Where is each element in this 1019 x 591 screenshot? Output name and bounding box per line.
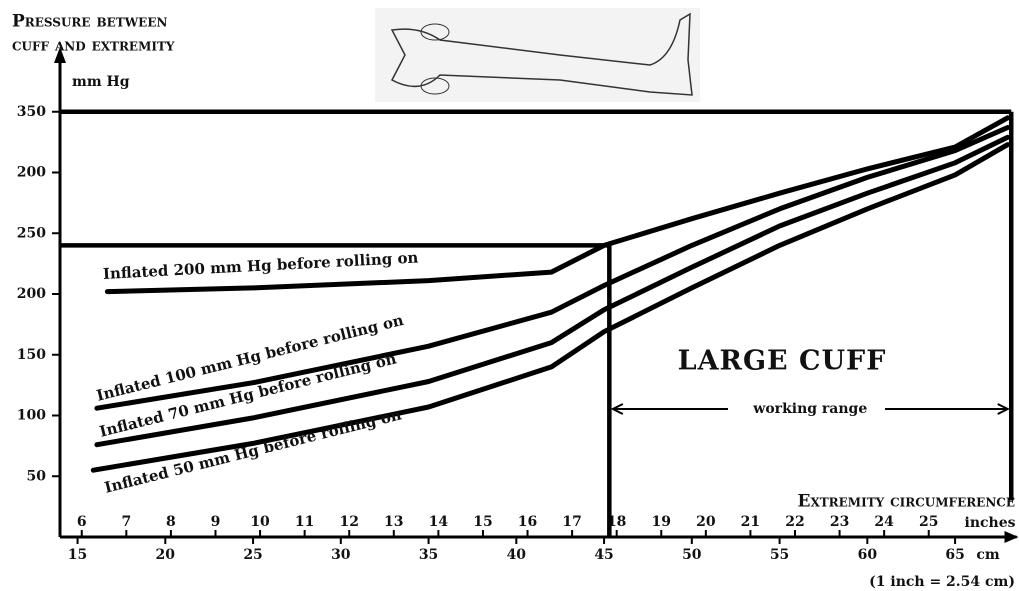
x2-tick-label: 23 [830,514,849,530]
x2-tick-label: 18 [607,514,626,530]
x2-tick-label: 8 [166,514,176,530]
y-tick-label: 150 [17,347,46,363]
x2-tick-label: 12 [339,514,358,530]
y-tick-label: 100 [17,408,46,424]
x2-tick-label: 6 [77,514,87,530]
x-axis-arrow [1004,531,1019,543]
x2-tick-label: 15 [473,514,492,530]
y-tick-label: 350 [17,104,46,120]
x2-tick-label: 10 [250,514,270,530]
x2-tick-label: 19 [652,514,671,530]
x-tick-label: 65 [945,547,964,563]
cuff-sketch [420,23,450,41]
x2-tick-label: 7 [121,514,131,530]
x-tick-label: 15 [68,547,87,563]
x-tick-label: 50 [682,547,702,563]
x2-tick-label: 9 [211,514,221,530]
x-tick-label: 40 [507,547,527,563]
series-line [104,115,1011,295]
series-line [90,142,1011,473]
range-label: working range [752,401,867,417]
conversion-note: (1 inch = 2.54 cm) [869,574,1015,590]
x2-unit: inches [965,515,1016,531]
cuff-sketch [420,77,450,95]
x-tick-label: 55 [770,547,789,563]
x2-tick-label: 25 [919,514,938,530]
x-unit: cm [976,547,1000,563]
x2-tick-label: 11 [295,514,314,530]
x2-tick-label: 22 [785,514,804,530]
y-axis-arrow [54,47,66,63]
title-line: Pressure between [12,12,167,32]
x-tick-label: 25 [243,547,262,563]
series-line [94,125,1011,411]
annotation: LARGE CUFF [678,346,887,377]
x2-tick-label: 17 [562,514,581,530]
x2-tick-label: 16 [518,514,537,530]
x-tick-label: 45 [594,547,613,563]
x-tick-label: 20 [156,547,176,563]
y-tick-label: 200 [17,286,46,302]
series-label: Inflated 200 mm Hg before rolling on [102,248,418,283]
arrowhead [610,403,624,415]
illustration-bg [375,8,700,102]
leg-illustration [375,8,700,102]
x-tick-label: 30 [331,547,351,563]
title-line: cuff and extremity [12,36,175,56]
y-tick-label: 50 [27,468,47,484]
series-line [94,134,1011,448]
x2-tick-label: 14 [429,514,449,530]
leg-outline [390,12,693,96]
x-tick-label: 60 [858,547,878,563]
x2-tick-label: 20 [696,514,716,530]
x2-tick-label: 13 [384,514,403,530]
arrowhead [997,403,1010,415]
x2-tick-label: 24 [874,514,894,530]
y-tick-label: 250 [17,225,46,241]
x-tick-label: 35 [419,547,438,563]
x-label: Extremity circumference [797,492,1015,512]
y-unit: mm Hg [72,74,130,90]
x2-tick-label: 21 [741,514,760,530]
y-tick-label: 200 [17,165,46,181]
